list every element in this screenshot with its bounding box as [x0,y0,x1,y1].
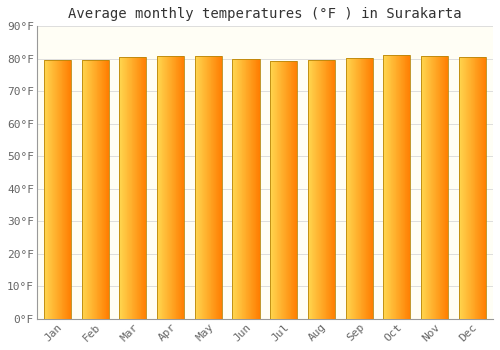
Bar [232,59,260,319]
Bar [458,57,486,319]
Bar [270,61,297,319]
Bar [44,60,71,319]
Bar [308,61,335,319]
Bar [421,56,448,319]
Bar [384,55,410,319]
Bar [82,61,109,319]
Bar [194,56,222,319]
Title: Average monthly temperatures (°F ) in Surakarta: Average monthly temperatures (°F ) in Su… [68,7,462,21]
Bar [157,56,184,319]
Bar [346,58,372,319]
Bar [120,57,146,319]
